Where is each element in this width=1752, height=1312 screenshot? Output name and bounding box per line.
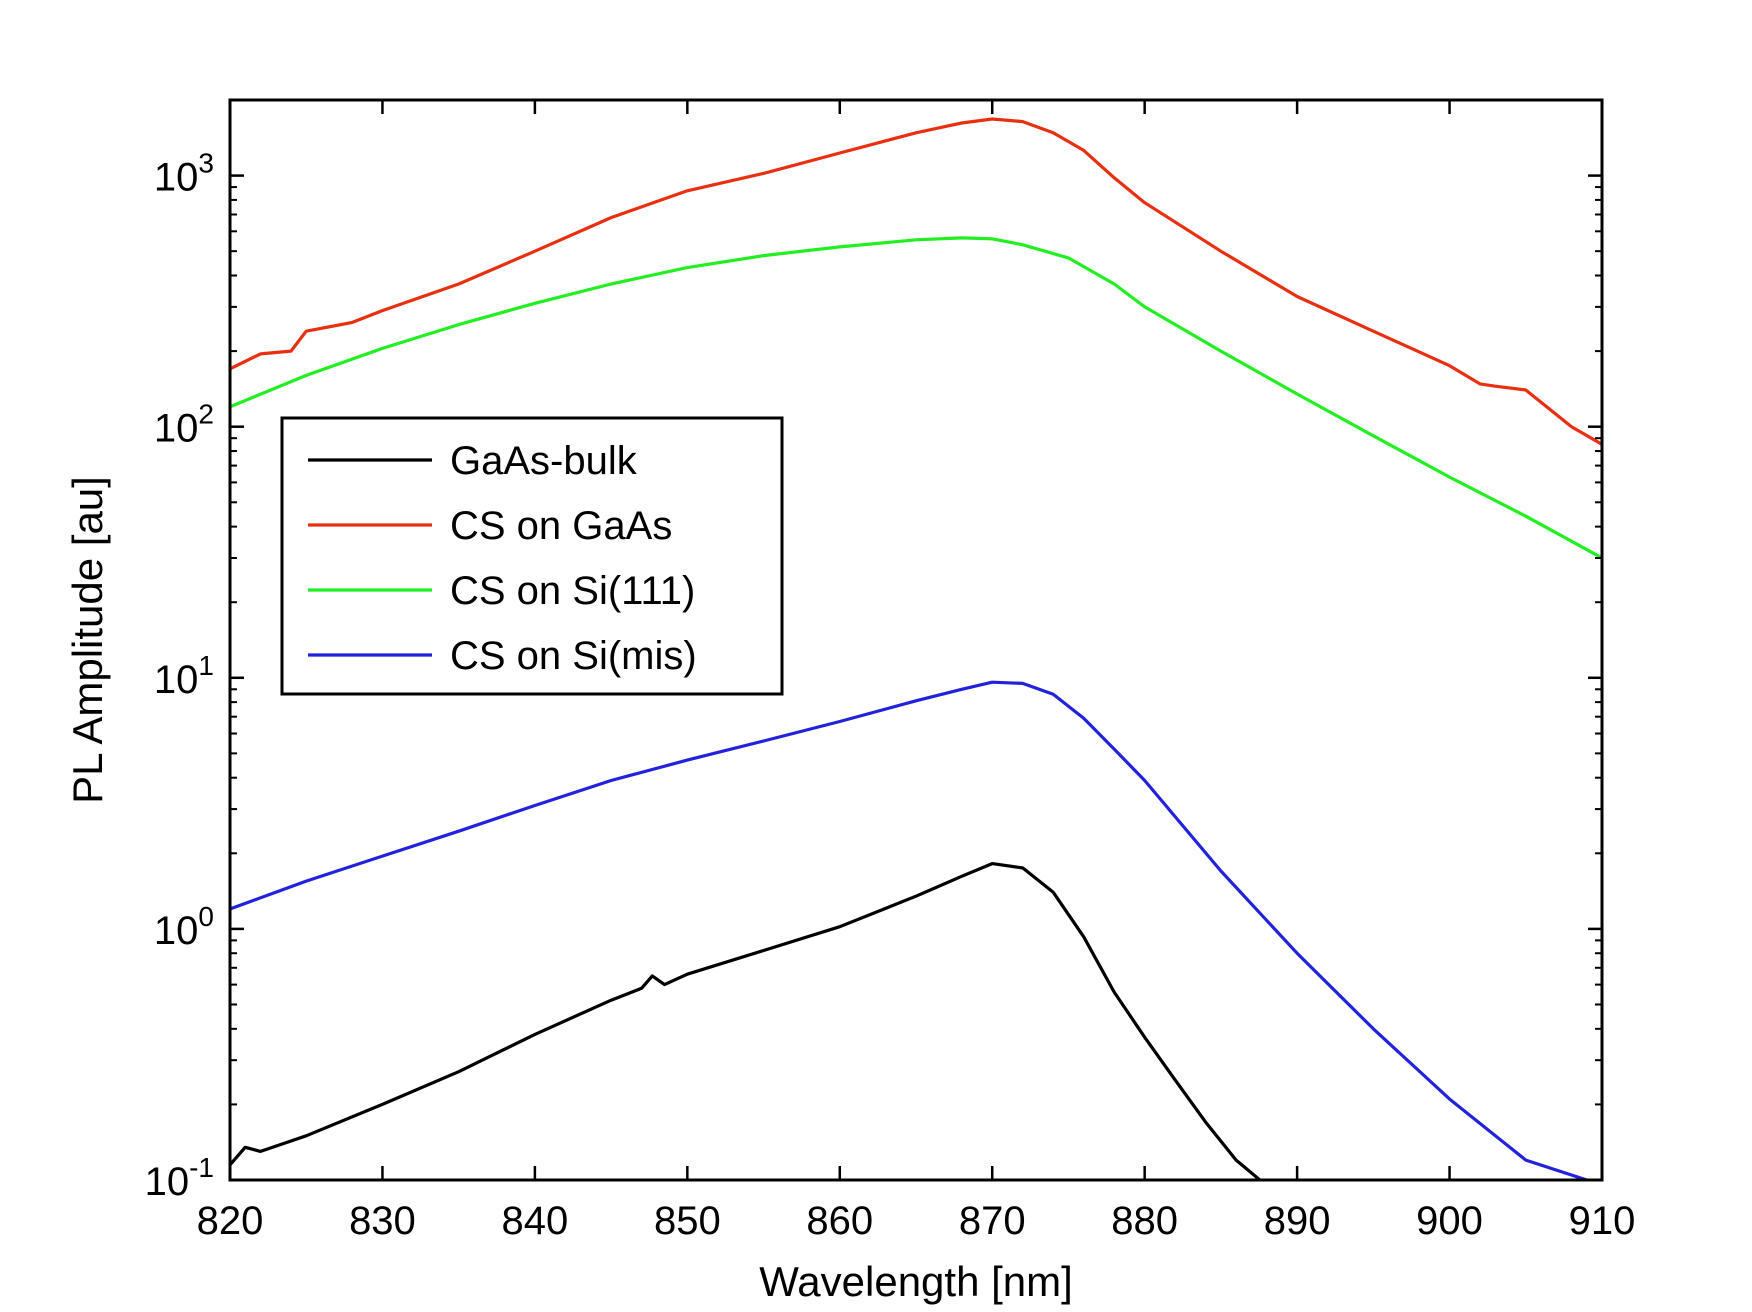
x-tick-label: 840 xyxy=(502,1199,569,1243)
series-line-1 xyxy=(230,861,1263,1180)
x-tick-label: 910 xyxy=(1569,1199,1636,1243)
x-tick-label: 890 xyxy=(1264,1199,1331,1243)
legend-label-4: CS on Si(mis) xyxy=(450,634,697,678)
legend-label-2: CS on GaAs xyxy=(450,504,672,548)
legend-box xyxy=(280,416,784,696)
x-axis-title: Wavelength [nm] xyxy=(759,1258,1073,1305)
x-tick-label: 860 xyxy=(806,1199,873,1243)
series-line-3 xyxy=(230,236,1602,560)
x-tick-label: 880 xyxy=(1111,1199,1178,1243)
legend-label-3: CS on Si(111) xyxy=(450,569,695,613)
y-tick-label: 100 xyxy=(154,901,214,953)
plot-frame xyxy=(228,98,1604,1182)
y-axis-title: PL Amplitude [au] xyxy=(64,476,111,804)
x-tick-label: 830 xyxy=(349,1199,416,1243)
series-layer xyxy=(230,117,1602,1180)
y-tick-label: 102 xyxy=(154,399,214,451)
legend: GaAs-bulk CS on GaAs CS on Si(111) CS on Si… xyxy=(280,416,784,696)
series-line-2 xyxy=(230,117,1602,446)
y-tick-label: 10-1 xyxy=(145,1152,214,1204)
y-tick-label: 103 xyxy=(154,148,214,200)
x-tick-label: 850 xyxy=(654,1199,721,1243)
series-line-4 xyxy=(230,680,1589,1180)
x-tick-label: 870 xyxy=(959,1199,1026,1243)
legend-label-1: GaAs-bulk xyxy=(450,439,638,483)
axes-layer: 820 830 840 850 860 870 880 890 900 910 10-1 100 101… xyxy=(145,98,1636,1243)
x-tick-label: 900 xyxy=(1416,1199,1483,1243)
y-tick-label: 101 xyxy=(154,650,214,702)
x-tick-label: 820 xyxy=(197,1199,264,1243)
